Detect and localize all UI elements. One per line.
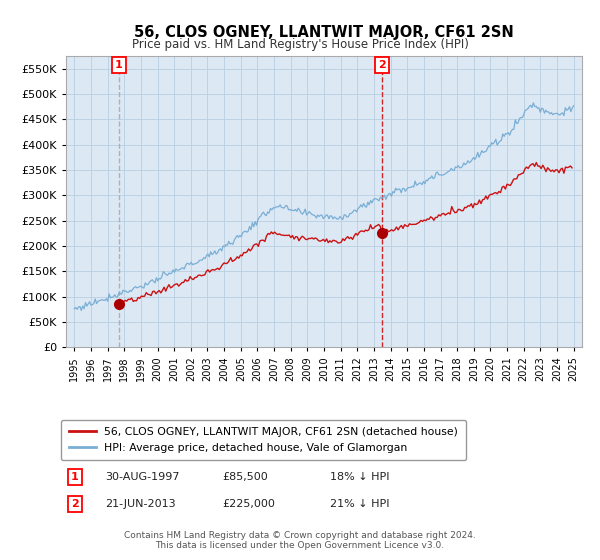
Text: 21% ↓ HPI: 21% ↓ HPI <box>330 499 389 509</box>
Text: Price paid vs. HM Land Registry's House Price Index (HPI): Price paid vs. HM Land Registry's House … <box>131 38 469 50</box>
Text: 21-JUN-2013: 21-JUN-2013 <box>105 499 176 509</box>
Text: 1: 1 <box>71 472 79 482</box>
Text: £225,000: £225,000 <box>222 499 275 509</box>
Text: £85,500: £85,500 <box>222 472 268 482</box>
Legend: 56, CLOS OGNEY, LLANTWIT MAJOR, CF61 2SN (detached house), HPI: Average price, d: 56, CLOS OGNEY, LLANTWIT MAJOR, CF61 2SN… <box>61 419 466 460</box>
Text: 30-AUG-1997: 30-AUG-1997 <box>105 472 179 482</box>
Title: 56, CLOS OGNEY, LLANTWIT MAJOR, CF61 2SN: 56, CLOS OGNEY, LLANTWIT MAJOR, CF61 2SN <box>134 25 514 40</box>
Text: 1: 1 <box>115 60 122 71</box>
Text: Contains HM Land Registry data © Crown copyright and database right 2024.
This d: Contains HM Land Registry data © Crown c… <box>124 530 476 550</box>
Text: 18% ↓ HPI: 18% ↓ HPI <box>330 472 389 482</box>
Text: 2: 2 <box>71 499 79 509</box>
Text: 2: 2 <box>378 60 386 71</box>
